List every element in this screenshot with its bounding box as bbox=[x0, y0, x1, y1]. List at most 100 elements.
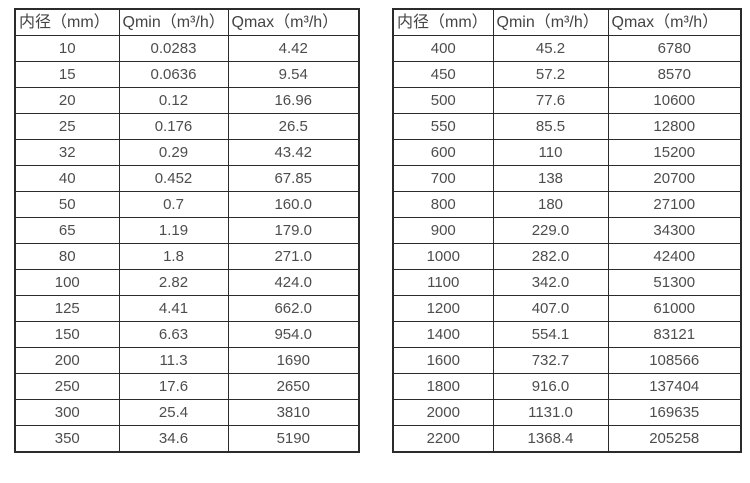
table-cell: 600 bbox=[392, 139, 494, 166]
table-row: 50 0.7 160.0 bbox=[14, 191, 360, 218]
table-cell: 5190 bbox=[227, 425, 360, 453]
table-cell: 9.54 bbox=[227, 61, 360, 88]
table-cell: 0.29 bbox=[118, 139, 229, 166]
table-cell: 0.176 bbox=[118, 113, 229, 140]
table-cell: 32 bbox=[14, 139, 120, 166]
table-row: 450 57.2 8570 bbox=[392, 61, 742, 88]
table-cell: 250 bbox=[14, 373, 120, 400]
table-cell: 1800 bbox=[392, 373, 494, 400]
table-cell: 1600 bbox=[392, 347, 494, 374]
table-cell: 554.1 bbox=[492, 321, 609, 348]
table-cell: 1690 bbox=[227, 347, 360, 374]
table-cell: 10 bbox=[14, 35, 120, 62]
table-cell: 200 bbox=[14, 347, 120, 374]
table-cell: 83121 bbox=[607, 321, 742, 348]
table-row: 1400 554.1 83121 bbox=[392, 321, 742, 348]
table-cell: 11.3 bbox=[118, 347, 229, 374]
table-cell: 80 bbox=[14, 243, 120, 270]
table-cell: 16.96 bbox=[227, 87, 360, 114]
table-cell: 4.42 bbox=[227, 35, 360, 62]
table-row: 250 17.6 2650 bbox=[14, 373, 360, 400]
header-row: 内径（mm） Qmin（m³/h） Qmax（m³/h） bbox=[14, 8, 360, 36]
table-row: 200 11.3 1690 bbox=[14, 347, 360, 374]
table-cell: 6780 bbox=[607, 35, 742, 62]
table-cell: 137404 bbox=[607, 373, 742, 400]
table-cell: 6.63 bbox=[118, 321, 229, 348]
column-header: Qmax（m³/h） bbox=[607, 8, 742, 36]
table-cell: 900 bbox=[392, 217, 494, 244]
table-cell: 180 bbox=[492, 191, 609, 218]
table-cell: 1100 bbox=[392, 269, 494, 296]
table-cell: 26.5 bbox=[227, 113, 360, 140]
table-cell: 25.4 bbox=[118, 399, 229, 426]
table-cell: 282.0 bbox=[492, 243, 609, 270]
table-cell: 2650 bbox=[227, 373, 360, 400]
table-cell: 40 bbox=[14, 165, 120, 192]
table-cell: 34.6 bbox=[118, 425, 229, 453]
table-cell: 43.42 bbox=[227, 139, 360, 166]
table-row: 550 85.5 12800 bbox=[392, 113, 742, 140]
table-row: 1800 916.0 137404 bbox=[392, 373, 742, 400]
table-cell: 550 bbox=[392, 113, 494, 140]
table-cell: 27100 bbox=[607, 191, 742, 218]
table-cell: 500 bbox=[392, 87, 494, 114]
table-cell: 229.0 bbox=[492, 217, 609, 244]
table-cell: 2000 bbox=[392, 399, 494, 426]
table-cell: 12800 bbox=[607, 113, 742, 140]
table-row: 400 45.2 6780 bbox=[392, 35, 742, 62]
table-cell: 1368.4 bbox=[492, 425, 609, 453]
table-cell: 138 bbox=[492, 165, 609, 192]
flow-table-large-diameters: 内径（mm） Qmin（m³/h） Qmax（m³/h） 400 45.2 6780 450… bbox=[392, 8, 742, 453]
table-row: 40 0.452 67.85 bbox=[14, 165, 360, 192]
header-row: 内径（mm） Qmin（m³/h） Qmax（m³/h） bbox=[392, 8, 742, 36]
table-cell: 662.0 bbox=[227, 295, 360, 322]
column-header: Qmin（m³/h） bbox=[492, 8, 609, 36]
table-cell: 1131.0 bbox=[492, 399, 609, 426]
table-cell: 0.7 bbox=[118, 191, 229, 218]
table-row: 700 138 20700 bbox=[392, 165, 742, 192]
table-cell: 350 bbox=[14, 425, 120, 453]
flow-table-small-diameters: 内径（mm） Qmin（m³/h） Qmax（m³/h） 10 0.0283 4.42 15… bbox=[14, 8, 360, 453]
table-cell: 10600 bbox=[607, 87, 742, 114]
table-row: 600 110 15200 bbox=[392, 139, 742, 166]
table-cell: 160.0 bbox=[227, 191, 360, 218]
table-cell: 100 bbox=[14, 269, 120, 296]
column-header: 内径（mm） bbox=[14, 8, 120, 36]
table-cell: 110 bbox=[492, 139, 609, 166]
table-row: 100 2.82 424.0 bbox=[14, 269, 360, 296]
table-cell: 125 bbox=[14, 295, 120, 322]
table-row: 2200 1368.4 205258 bbox=[392, 425, 742, 453]
table-cell: 179.0 bbox=[227, 217, 360, 244]
table-cell: 42400 bbox=[607, 243, 742, 270]
table-cell: 400 bbox=[392, 35, 494, 62]
table-row: 1200 407.0 61000 bbox=[392, 295, 742, 322]
table-cell: 1000 bbox=[392, 243, 494, 270]
table-cell: 15 bbox=[14, 61, 120, 88]
table-cell: 85.5 bbox=[492, 113, 609, 140]
table-cell: 1.19 bbox=[118, 217, 229, 244]
table-row: 20 0.12 16.96 bbox=[14, 87, 360, 114]
table-cell: 342.0 bbox=[492, 269, 609, 296]
table-cell: 15200 bbox=[607, 139, 742, 166]
table-cell: 2.82 bbox=[118, 269, 229, 296]
column-header: Qmin（m³/h） bbox=[118, 8, 229, 36]
table-cell: 0.12 bbox=[118, 87, 229, 114]
table-cell: 0.0636 bbox=[118, 61, 229, 88]
table-cell: 3810 bbox=[227, 399, 360, 426]
table-row: 350 34.6 5190 bbox=[14, 425, 360, 453]
table-cell: 954.0 bbox=[227, 321, 360, 348]
table-row: 2000 1131.0 169635 bbox=[392, 399, 742, 426]
table-cell: 34300 bbox=[607, 217, 742, 244]
table-row: 900 229.0 34300 bbox=[392, 217, 742, 244]
table-row: 125 4.41 662.0 bbox=[14, 295, 360, 322]
table-cell: 300 bbox=[14, 399, 120, 426]
table-cell: 271.0 bbox=[227, 243, 360, 270]
table-cell: 20700 bbox=[607, 165, 742, 192]
table-cell: 8570 bbox=[607, 61, 742, 88]
table-cell: 1200 bbox=[392, 295, 494, 322]
table-cell: 205258 bbox=[607, 425, 742, 453]
table-cell: 50 bbox=[14, 191, 120, 218]
table-cell: 2200 bbox=[392, 425, 494, 453]
table-row: 1100 342.0 51300 bbox=[392, 269, 742, 296]
